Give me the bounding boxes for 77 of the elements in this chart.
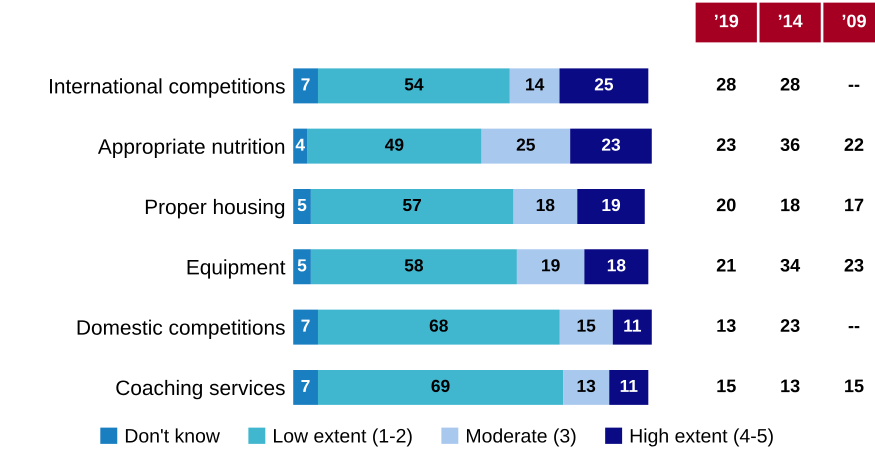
bar (481, 128, 570, 164)
data-label: 4 (296, 138, 305, 151)
y-tick-label: Domestic competitions (78, 320, 285, 339)
text: 21 (716, 258, 736, 272)
bar (560, 310, 613, 345)
text: 17 (845, 198, 864, 212)
y-tick-label: Appropriate nutrition (98, 138, 284, 158)
bar (307, 128, 482, 164)
data-label: 25 (516, 138, 535, 151)
data-label: 19 (602, 198, 620, 212)
text: 28 (716, 78, 736, 91)
bar (310, 249, 517, 284)
data-label: 7 (301, 320, 310, 332)
text: -- (848, 326, 860, 328)
text: ’09 (842, 14, 866, 28)
data-label: 57 (402, 199, 422, 212)
text: 15 (717, 380, 736, 392)
data-label: 13 (578, 380, 596, 392)
data-label: 25 (594, 78, 614, 90)
text: 23 (780, 319, 800, 332)
text: 23 (844, 258, 864, 272)
text: 28 (780, 78, 800, 91)
text: ’14 (778, 14, 803, 28)
data-label: 69 (432, 380, 450, 392)
bar (310, 188, 514, 224)
data-label: 58 (404, 259, 424, 272)
y-tick-label: Coaching services (116, 380, 285, 400)
legend-label: High extent (4-5) (630, 428, 773, 446)
text: 15 (845, 380, 864, 392)
data-label: 19 (542, 259, 560, 272)
text: 22 (844, 138, 864, 151)
legend-label: Low extent (1-2) (274, 428, 412, 446)
legend-label: Moderate (3) (466, 428, 576, 446)
text: 13 (781, 380, 800, 392)
bar (560, 68, 648, 104)
data-label: 54 (404, 78, 424, 90)
bar (318, 310, 560, 345)
data-label: 23 (602, 138, 620, 151)
data-label: 18 (536, 198, 554, 212)
text: 36 (780, 138, 800, 152)
bar (513, 188, 578, 224)
data-label: 11 (620, 380, 638, 392)
text: 13 (717, 319, 736, 332)
bar (318, 68, 510, 104)
text: ’19 (714, 14, 738, 28)
data-label: 49 (384, 138, 404, 151)
text: 34 (780, 258, 800, 272)
data-label: 14 (526, 78, 544, 90)
bar (563, 370, 610, 405)
bar (612, 310, 652, 345)
data-label: 5 (298, 259, 306, 272)
bar (570, 128, 652, 164)
legend-label: Don't know (126, 428, 220, 443)
bar (510, 68, 560, 104)
text: -- (848, 84, 860, 87)
y-tick-label: Equipment (188, 259, 286, 279)
data-label: 7 (301, 78, 310, 90)
data-label: 5 (298, 199, 306, 212)
data-label: 15 (578, 320, 596, 332)
bar (609, 370, 648, 405)
bar (293, 370, 318, 405)
data-label: 11 (624, 320, 642, 332)
y-tick-label: Proper housing (146, 198, 284, 218)
bar (516, 249, 584, 284)
y-tick-label: International competitions (50, 78, 285, 98)
data-label: 7 (301, 380, 310, 392)
text: 18 (781, 198, 800, 212)
text: 23 (716, 138, 736, 152)
bar (577, 188, 645, 224)
data-label: 18 (608, 259, 626, 272)
text: 20 (716, 198, 736, 212)
bar (293, 249, 311, 284)
data-label: 68 (430, 319, 448, 332)
bar (293, 68, 318, 104)
bar (293, 310, 318, 345)
bar (318, 370, 564, 405)
bar (584, 249, 648, 284)
